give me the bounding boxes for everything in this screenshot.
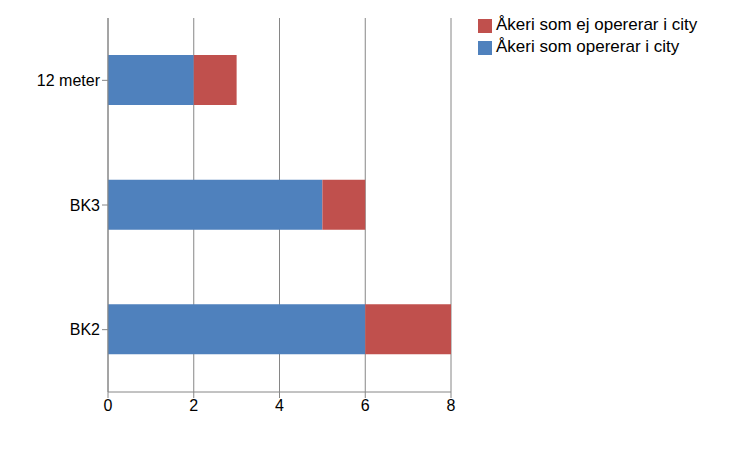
svg-text:4: 4 bbox=[275, 397, 284, 414]
svg-text:8: 8 bbox=[447, 397, 456, 414]
svg-text:6: 6 bbox=[361, 397, 370, 414]
svg-text:BK2: BK2 bbox=[70, 321, 100, 338]
svg-text:BK3: BK3 bbox=[70, 197, 100, 214]
svg-text:2: 2 bbox=[189, 397, 198, 414]
svg-text:0: 0 bbox=[104, 397, 113, 414]
html-text:Åkeri som opererar i city: Åkeri som opererar i city bbox=[496, 37, 680, 56]
svg-text:12 meter: 12 meter bbox=[37, 72, 101, 89]
html-text:Åkeri som ej opererar i city: Åkeri som ej opererar i city bbox=[496, 15, 698, 34]
